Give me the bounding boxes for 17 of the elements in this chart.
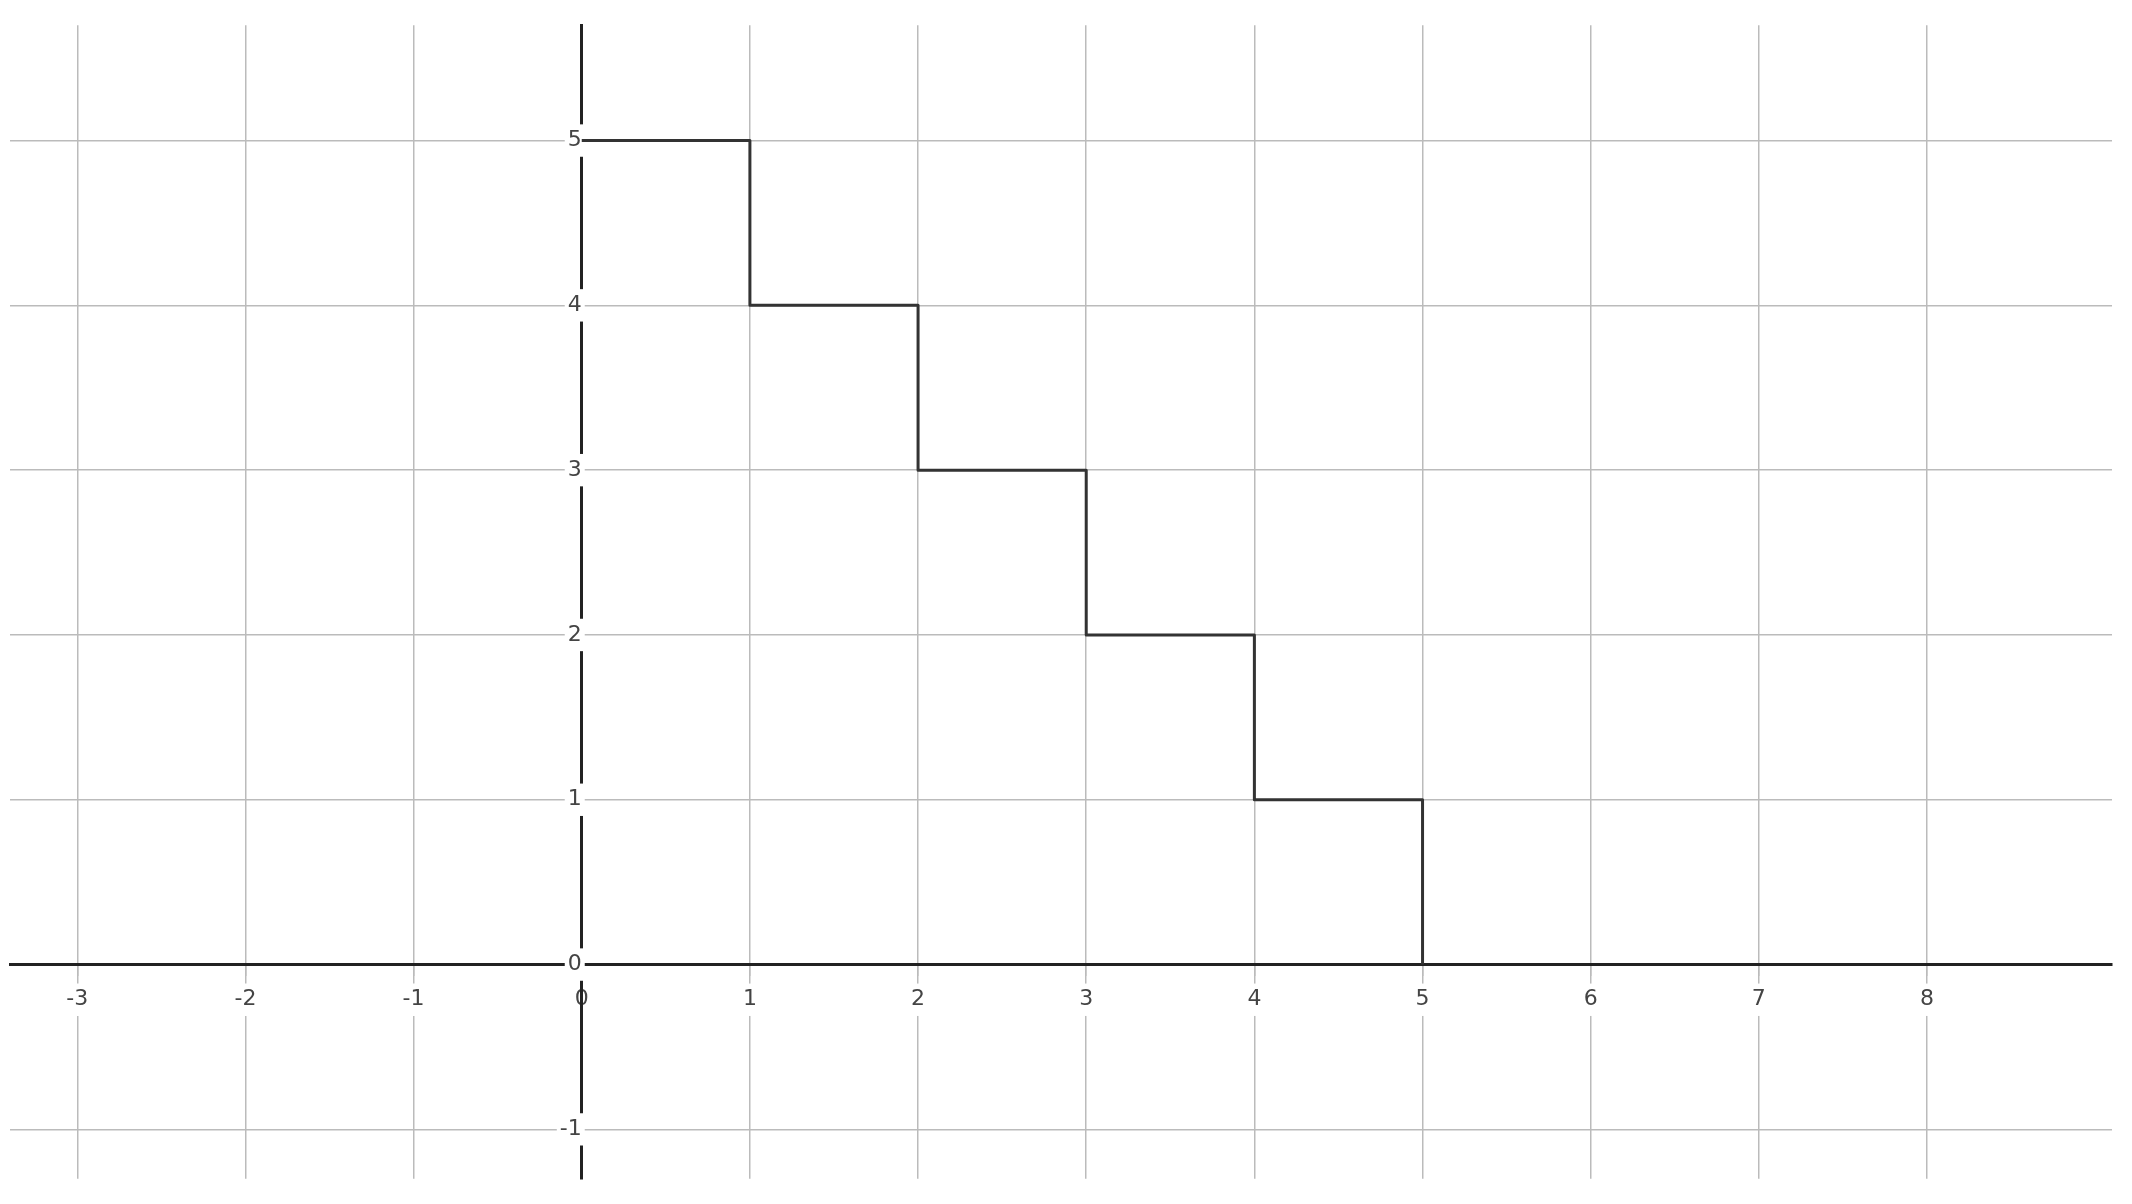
y-tick-label: -1	[559, 1115, 582, 1141]
x-tick-label: 2	[911, 985, 926, 1011]
x-tick-label: 6	[1583, 985, 1598, 1011]
x-tick-label: 8	[1920, 985, 1935, 1011]
y-tick-label: 0	[567, 950, 582, 976]
x-tick-label: -1	[402, 985, 425, 1011]
x-tick-label: 3	[1079, 985, 1094, 1011]
x-tick-label: -2	[234, 985, 257, 1011]
x-tick-label: 1	[742, 985, 757, 1011]
x-tick-label: 5	[1415, 985, 1430, 1011]
y-tick-label: 2	[567, 620, 582, 646]
x-tick-label: -3	[66, 985, 89, 1011]
y-tick-label: 3	[567, 455, 582, 481]
x-tick-label: 7	[1751, 985, 1766, 1011]
y-tick-label: 4	[567, 291, 582, 317]
x-tick-label: 4	[1247, 985, 1262, 1011]
y-tick-label: 1	[567, 785, 582, 811]
